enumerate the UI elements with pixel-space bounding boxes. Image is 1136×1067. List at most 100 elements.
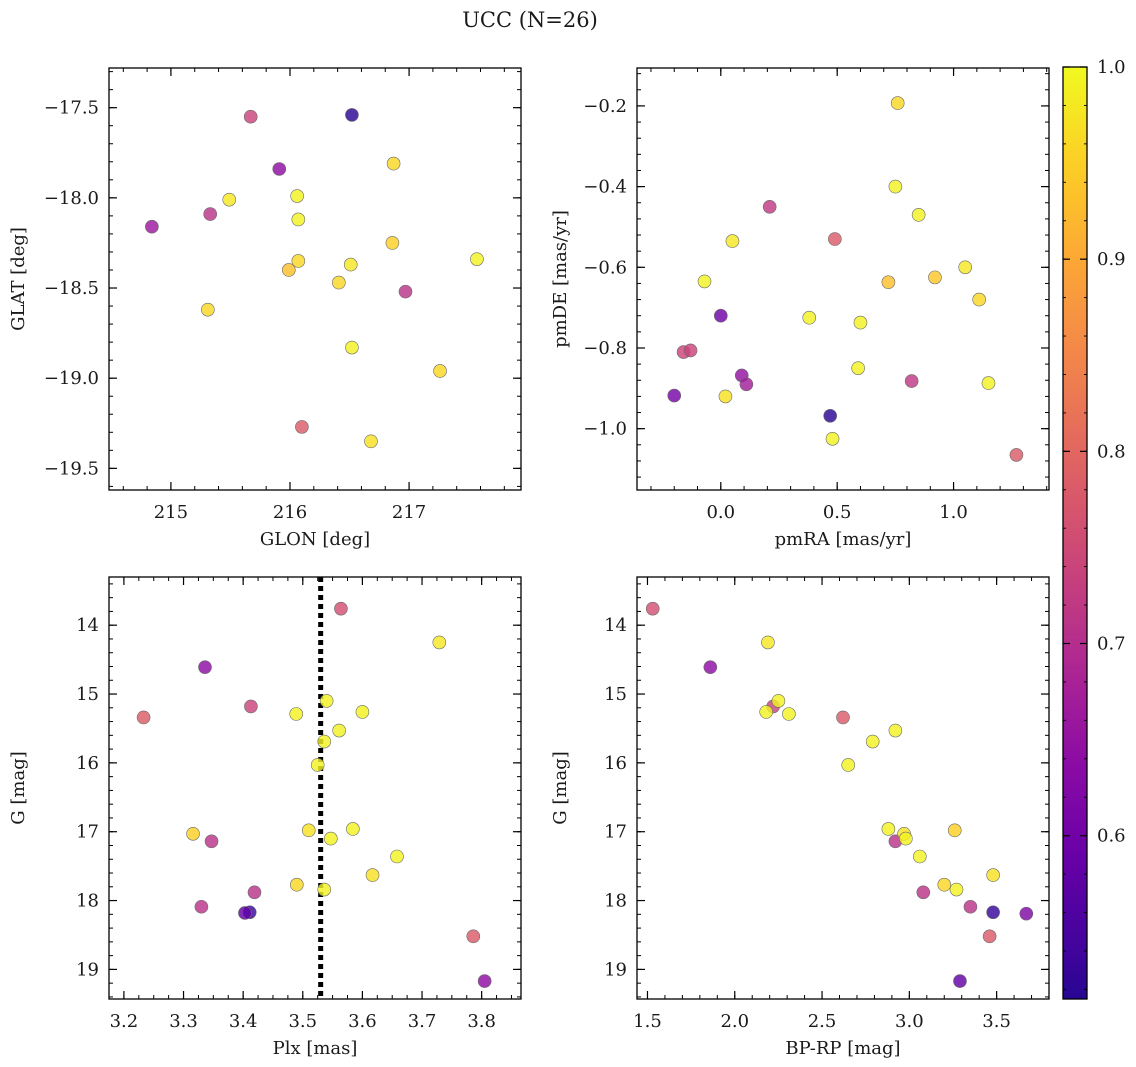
scatter-point [324,831,338,846]
scatter-point [697,274,712,289]
scatter-point [332,275,346,290]
scatter-point [345,340,359,355]
scatter-point [290,877,304,892]
scatter-point [667,388,682,403]
x-tick-label: 3.8 [467,1011,496,1032]
scatter-point [470,252,484,266]
scatter-point [958,260,973,275]
scatter-point [201,302,215,317]
scatter-point [881,822,896,836]
scatter-point [319,694,334,708]
scatter-point [825,431,840,446]
scatter-point [295,420,309,434]
y-tick-label: −18.5 [44,278,99,299]
scatter-point [782,707,796,721]
scatter-point [204,834,219,849]
scatter-point [888,723,903,738]
y-axis-label: GLAT [deg] [8,227,29,331]
scatter-point [851,361,865,375]
y-tick-label: 17 [76,822,99,843]
scatter-point [762,199,777,214]
scatter-point [981,376,996,390]
y-axis-label: G [mag] [8,751,29,824]
scatter-point [203,207,218,221]
scatter-point [186,826,200,841]
scatter-point [986,905,1000,920]
y-tick-label: 16 [76,753,99,774]
scatter-point [986,868,1000,882]
y-tick-label: 15 [76,684,99,705]
scatter-point [290,189,304,203]
x-tick-label: 216 [273,502,307,523]
x-tick-label: 3.3 [169,1011,198,1032]
y-tick-label: 14 [604,615,627,636]
scatter-point [365,868,380,882]
minor-ticks [108,577,521,999]
panel-3: 3.2 3.3 3.4 3.5 3.6 3.7 3.8 14 15 16 17 18 19 Plx [ma… [8,576,522,1059]
scatter-point [398,284,413,299]
scatter-point [145,219,159,234]
scatter-point [243,109,258,124]
scatter-points [667,96,1024,462]
scatter-point [433,364,447,378]
x-tick-label: 3.5 [982,1011,1011,1032]
axes-frame [636,67,1050,491]
y-axis-label: pmDE [mas/yr] [550,210,571,348]
x-axis-label: GLON [deg] [260,529,370,550]
scatter-point [853,315,868,330]
scatter-point [928,270,942,285]
y-tick-label: −0.2 [583,96,627,117]
x-tick-label: 3.6 [348,1011,377,1032]
y-axis-label: G [mag] [550,751,571,824]
y-tick-label: 19 [604,959,627,980]
scatter-point [913,849,927,864]
scatter-point [645,601,660,616]
scatter-point [291,212,306,227]
scatter-point [291,254,306,268]
scatter-point [1019,906,1034,921]
y-tick-label: −0.8 [583,338,627,359]
panel-2: 0.0 0.5 1.0 −0.2 −0.4 −0.6 −0.8 −1.0 pmRA [mas/y… [550,67,1050,550]
y-tick-label: −18.0 [44,188,99,209]
scatter-point [759,705,773,719]
scatter-point [963,899,978,914]
colorbar-gradient [1062,66,1088,1000]
axes-frame [108,67,522,491]
y-tick-label: −0.4 [583,177,627,198]
y-tick-label: −19.0 [44,368,99,389]
x-tick-label: 2.0 [720,1011,749,1032]
scatter-point [282,263,296,277]
scatter-point [332,723,346,738]
scatter-point [301,823,316,838]
scatter-point [836,710,850,725]
figure-title: UCC (N=26) [462,8,598,32]
minor-ticks [109,68,521,490]
colorbar: 0.6 0.7 0.8 0.9 1.0 [1062,57,1126,1000]
scatter-point [1009,448,1024,462]
colorbar-tick-label: 0.9 [1097,249,1126,270]
scatter-point [916,885,931,900]
x-tick-label: 215 [154,502,188,523]
scatter-point [865,734,880,749]
scatter-point [289,707,304,721]
scatter-point [466,929,481,944]
scatter-point [317,882,332,897]
axes-frame [108,576,522,1000]
scatter-point [953,974,967,988]
scatter-point [272,162,287,176]
colorbar-tick-label: 0.8 [1097,441,1126,462]
scatter-point [949,882,964,897]
x-tick-label: 1.0 [939,502,968,523]
scatter-point [334,601,348,616]
y-tick-label: 17 [604,822,627,843]
scatter-point [390,849,404,864]
scatter-points [145,108,484,449]
x-tick-label: 2.5 [808,1011,837,1032]
scatter-point [222,192,237,207]
scatter-point [346,822,360,836]
scatter-point [718,389,733,404]
scatter-point [477,974,492,988]
scatter-point [198,660,212,674]
scatter-point [432,635,447,650]
scatter-point [386,156,401,171]
